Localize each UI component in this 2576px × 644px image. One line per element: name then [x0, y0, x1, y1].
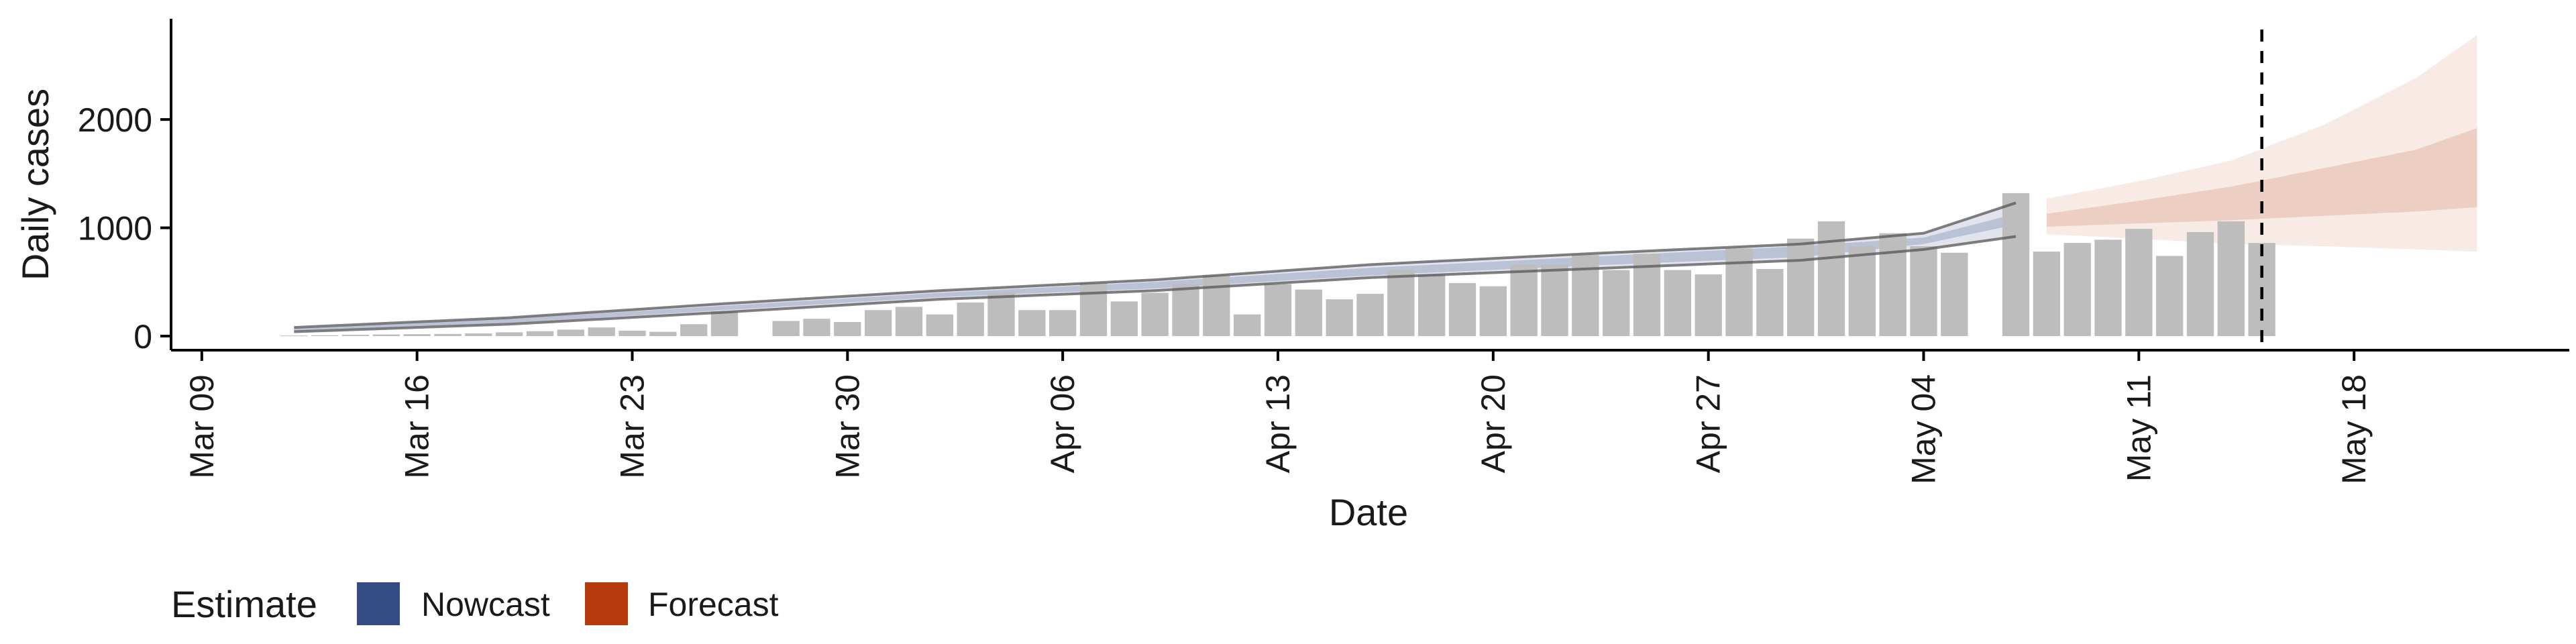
bar	[926, 314, 953, 337]
bar	[1910, 246, 1937, 337]
bar	[1234, 314, 1261, 337]
legend: Estimate Nowcast Forecast	[171, 582, 779, 625]
x-tick-label: Mar 16	[398, 374, 436, 479]
bar	[803, 319, 830, 337]
legend-label-nowcast: Nowcast	[421, 586, 550, 623]
forecast-inner-band	[2046, 128, 2477, 227]
bar	[588, 327, 615, 337]
bar	[1203, 275, 1230, 337]
bar	[987, 292, 1015, 337]
x-tick-label: Mar 30	[828, 374, 866, 479]
bar	[1603, 270, 1630, 337]
bar	[649, 331, 677, 337]
bar	[1787, 238, 1815, 337]
bar	[1387, 270, 1415, 337]
bar	[341, 335, 370, 337]
bar	[1695, 274, 1722, 337]
bar	[280, 335, 308, 337]
bar	[1172, 284, 1199, 337]
bar	[1541, 264, 1568, 337]
bar	[1448, 282, 1477, 337]
x-tick-label: Mar 09	[183, 374, 221, 479]
bar	[865, 310, 892, 337]
lines-layer	[294, 201, 2017, 333]
x-tick-label: Apr 20	[1474, 374, 1512, 473]
bar	[1879, 233, 1907, 337]
bar	[1018, 310, 1046, 337]
x-tick-label: Apr 13	[1259, 374, 1297, 473]
bar	[1510, 264, 1538, 337]
x-tick-label: Apr 06	[1044, 374, 1081, 473]
bar	[710, 311, 739, 337]
bar	[1664, 270, 1691, 337]
bar	[2217, 221, 2245, 337]
x-tick-label: Apr 27	[1690, 374, 1727, 473]
bar	[311, 335, 339, 337]
y-tick-label: 0	[133, 318, 152, 356]
bar	[1941, 252, 1968, 337]
bar	[2125, 229, 2153, 337]
bar	[1141, 292, 1169, 337]
legend-swatch-nowcast	[357, 582, 400, 625]
x-tick-label: May 11	[2120, 374, 2157, 482]
bar	[1479, 286, 1507, 337]
bar	[772, 321, 800, 337]
y-axis-label: Daily cases	[14, 89, 56, 280]
bar	[2002, 193, 2030, 337]
bar	[2186, 232, 2214, 337]
bar	[372, 334, 400, 337]
bar	[1572, 254, 1599, 337]
bar	[526, 331, 554, 337]
bar	[1756, 268, 1784, 337]
bar	[1079, 282, 1108, 337]
band-layer	[294, 35, 2477, 332]
x-tick-label: Mar 23	[614, 374, 651, 479]
bar	[1848, 246, 1876, 337]
bar	[496, 332, 523, 337]
bar	[2156, 256, 2184, 337]
bar	[895, 307, 923, 337]
nowcast-lower-line	[294, 235, 2017, 333]
bar	[680, 324, 708, 337]
x-tick-label: May 04	[1905, 374, 1943, 484]
bar	[557, 329, 584, 337]
bar	[2033, 252, 2060, 337]
bar	[2094, 239, 2122, 337]
nowcast-upper-line	[294, 201, 2017, 329]
bar	[1049, 310, 1077, 337]
y-tick-label: 1000	[78, 210, 152, 248]
bar	[1264, 284, 1292, 337]
bar	[834, 322, 861, 337]
x-tick-label: May 18	[2335, 374, 2373, 484]
forecast-outer-band	[2046, 35, 2477, 252]
y-axis-ticks: 0 1000 2000	[78, 101, 171, 356]
x-axis-label: Date	[1329, 491, 1408, 533]
legend-title: Estimate	[171, 583, 317, 625]
bar	[1356, 294, 1384, 337]
bar	[1326, 299, 1353, 337]
bar	[1110, 301, 1138, 337]
bar	[465, 333, 492, 337]
bar	[957, 302, 984, 337]
bar	[1817, 221, 1845, 337]
legend-swatch-forecast	[585, 582, 628, 625]
bar	[2063, 243, 2091, 337]
x-axis-ticks: Mar 09 Mar 16 Mar 23 Mar 30 Apr 06 Apr 13 Apr …	[183, 350, 2373, 484]
legend-label-forecast: Forecast	[648, 586, 779, 623]
bar	[434, 333, 462, 337]
bar	[403, 334, 431, 337]
bar	[1295, 289, 1322, 337]
y-tick-label: 2000	[78, 101, 152, 139]
bar	[619, 330, 646, 337]
bar	[1418, 274, 1446, 337]
